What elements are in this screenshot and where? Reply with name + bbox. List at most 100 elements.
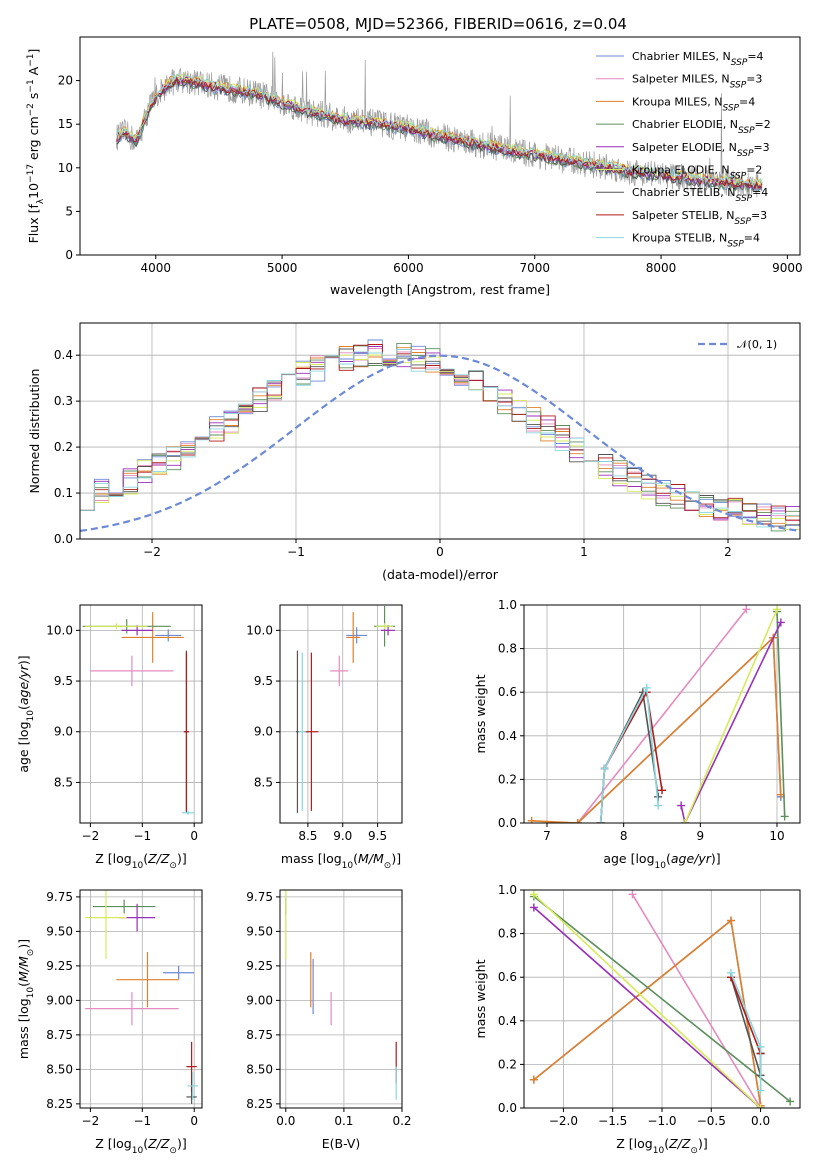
x-tick-label: 5000: [267, 261, 298, 275]
y-tick-label: 10.0: [46, 623, 73, 637]
x-tick-label: −2.0: [549, 1114, 578, 1128]
errorbar-point: [330, 655, 349, 687]
y-tick-label: 8.5: [54, 775, 73, 789]
y-tick-label: 0.6: [498, 970, 517, 984]
errorbar-point: [121, 612, 184, 663]
errorbar-point: [304, 652, 319, 811]
plot-area: [296, 606, 396, 813]
legend-entry: Chabrier MILES, NSSP=4: [632, 50, 764, 68]
legend-entry: Salpeter MILES, NSSP=3: [632, 73, 762, 91]
y-axis-label: mass weight: [473, 959, 488, 1038]
errorbar-point: [187, 1072, 198, 1100]
weight-marker: [573, 819, 582, 823]
legend-entry: Kroupa MILES, NSSP=4: [632, 95, 755, 113]
weight-line: [533, 906, 762, 1108]
axes-frame: [279, 604, 403, 824]
y-tick-label: 9.50: [46, 924, 73, 938]
x-tick-label: −1: [133, 1114, 151, 1128]
x-tick-label: 0.2: [392, 1114, 411, 1128]
y-tick-label: 9.25: [46, 959, 73, 973]
x-tick-label: 9.5: [368, 829, 387, 843]
weight-series: [727, 968, 765, 1095]
x-tick-label: 0: [190, 1114, 198, 1128]
y-axis-label: mass weight: [473, 674, 488, 753]
y-tick-label: 8.50: [46, 1062, 73, 1076]
axes-frame: [79, 604, 203, 824]
y-tick-label: 10.0: [246, 623, 273, 637]
weight-marker: [756, 1104, 765, 1108]
y-tick-label: 9.75: [246, 890, 273, 904]
y-tick-label: 8.25: [246, 1097, 273, 1111]
weight-series: [529, 890, 765, 1108]
y-tick-label: 10: [58, 161, 73, 175]
y-tick-label: 8.25: [46, 1097, 73, 1111]
y-tick-label: 0: [65, 248, 73, 262]
x-axis-label: (data-model)/error: [382, 567, 499, 582]
weight-line: [730, 976, 762, 1076]
weight-series: [677, 618, 785, 823]
x-tick-label: 7: [543, 829, 551, 843]
errorbar-point: [121, 625, 153, 636]
y-tick-label: 9.00: [246, 993, 273, 1007]
y-tick-label: 0.8: [498, 642, 517, 656]
errorbar-point: [298, 652, 306, 811]
axes-frame: [279, 889, 403, 1109]
y-tick-label: 0.4: [498, 1014, 517, 1028]
errorbar-point: [85, 623, 148, 630]
x-tick-label: 9: [697, 829, 705, 843]
errorbar-point: [85, 890, 127, 959]
weight-line: [776, 611, 786, 817]
errorbar-point: [155, 629, 182, 642]
axes-frame: [79, 36, 801, 256]
weight-line: [533, 895, 791, 1103]
y-tick-label: 9.0: [54, 725, 73, 739]
x-axis-label: wavelength [Angstrom, rest frame]: [330, 282, 550, 297]
weight-line: [730, 976, 762, 1054]
y-tick-label: 0.2: [498, 1057, 517, 1071]
x-tick-label: 0: [190, 829, 198, 843]
panel-weight-vs-z: −2.0 −1.5 −1.0 −0.5 0.0 0.0 0.2 0.4 0.6 0.8 1.0 Z […: [473, 883, 801, 1156]
plot-area: [527, 605, 789, 823]
errorbar-point: [92, 899, 156, 914]
weight-marker: [756, 1086, 765, 1095]
weight-marker: [529, 903, 538, 912]
x-tick-label: 1: [580, 545, 588, 559]
x-tick-label: 10: [769, 829, 784, 843]
plot-area: [85, 890, 198, 1104]
panel-residual-hist: −2 −1 0 1 2 0.0 0.1 0.2 0.3 0.4 𝒩(0, 1) (data-model…: [27, 322, 801, 582]
axes-frame: [523, 604, 801, 824]
weight-line: [577, 608, 747, 823]
errorbar-point: [381, 625, 396, 636]
errorbar-point: [186, 1090, 197, 1104]
y-tick-label: 8.75: [246, 1028, 273, 1042]
weight-marker: [780, 812, 789, 821]
weight-line: [680, 622, 782, 823]
normal-curve: [80, 354, 800, 532]
y-tick-label: 9.00: [46, 993, 73, 1007]
axes-frame: [79, 889, 203, 1109]
y-tick-label: 1.0: [498, 598, 517, 612]
y-tick-label: 0.0: [498, 816, 517, 830]
legend-entry: Chabrier ELODIE, NSSP=2: [632, 118, 771, 136]
weight-marker: [628, 890, 637, 899]
x-tick-label: −2: [82, 1114, 100, 1128]
y-tick-label: 0.8: [498, 927, 517, 941]
errorbar-point: [181, 810, 195, 815]
y-axis-label: Flux [fλ10−17 erg cm−2 s−1 A−1]: [26, 49, 46, 244]
weight-marker: [677, 801, 686, 810]
panel-mass-vs-z: −2 −1 0 8.25 8.50 8.75 9.00 9.25 9.50 9.75 Z [log1…: [16, 889, 203, 1156]
y-axis-label: mass [log10(M/M⊙)]: [16, 939, 36, 1059]
x-axis-label: E(B-V): [322, 1136, 361, 1151]
y-tick-label: 8.50: [246, 1062, 273, 1076]
weight-line: [531, 635, 782, 823]
weight-series: [527, 633, 785, 823]
y-tick-label: 15: [58, 117, 73, 131]
errorbar-point: [296, 650, 299, 813]
weight-marker: [529, 890, 538, 899]
legend-entry: Chabrier STELIB, NSSP=4: [632, 186, 768, 204]
weight-series: [596, 683, 663, 823]
y-axis-label: age [log10(age/yr)]: [16, 655, 36, 772]
x-tick-label: −1: [287, 545, 305, 559]
weight-marker: [654, 801, 663, 810]
y-tick-label: 0.0: [54, 532, 73, 546]
